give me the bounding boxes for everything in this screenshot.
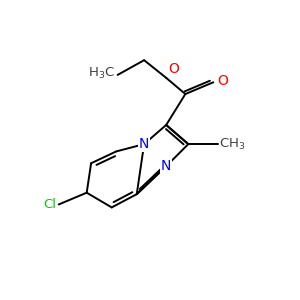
Text: Cl: Cl	[43, 198, 56, 211]
Text: N: N	[161, 159, 171, 173]
Text: H$_3$C: H$_3$C	[88, 66, 115, 81]
Text: O: O	[217, 74, 228, 88]
Text: CH$_3$: CH$_3$	[219, 136, 246, 152]
Text: N: N	[139, 137, 149, 151]
Text: O: O	[169, 62, 179, 76]
